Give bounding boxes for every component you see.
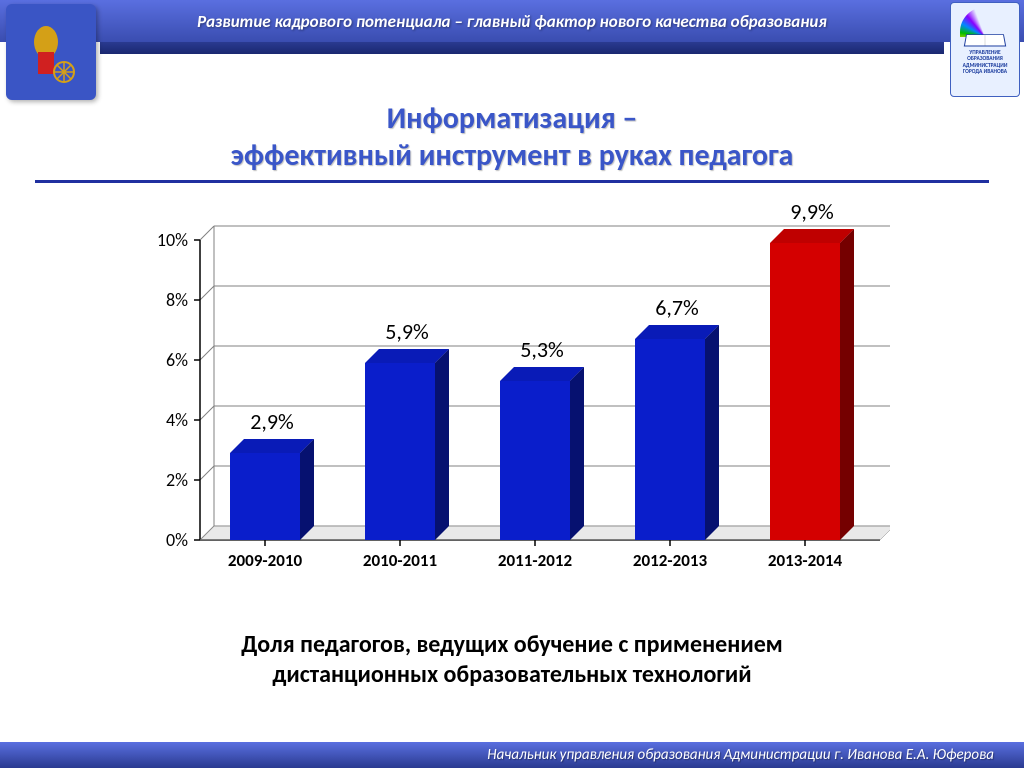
book-icon [964, 34, 1006, 46]
dept-logo-text: УПРАВЛЕНИЕ ОБРАЗОВАНИЯ АДМИНИСТРАЦИИ ГОР… [963, 50, 1008, 75]
svg-text:2,9%: 2,9% [250, 408, 294, 435]
footer-text: Начальник управления образования Админис… [487, 746, 994, 764]
svg-text:5,3%: 5,3% [520, 336, 564, 363]
svg-text:8%: 8% [166, 289, 188, 311]
svg-text:5,9%: 5,9% [385, 318, 429, 345]
svg-text:4%: 4% [166, 409, 188, 431]
subtitle-line-1: Доля педагогов, ведущих обучение с приме… [241, 630, 782, 659]
svg-text:2%: 2% [166, 469, 188, 491]
chart-area: 0% 2% 4% 6% 8% 10% 2,9% 2009-2010 5,9% 2010-2011 5… [130, 200, 890, 600]
svg-text:6,7%: 6,7% [655, 294, 699, 321]
dept-logo: УПРАВЛЕНИЕ ОБРАЗОВАНИЯ АДМИНИСТРАЦИИ ГОР… [950, 2, 1020, 97]
svg-text:2010-2011: 2010-2011 [363, 550, 437, 571]
svg-text:10%: 10% [157, 229, 188, 251]
title-underline [35, 180, 989, 183]
svg-text:6%: 6% [166, 349, 188, 371]
subtitle-line-2: дистанционных образовательных технологий [272, 660, 751, 689]
bar-chart: 0% 2% 4% 6% 8% 10% 2,9% 2009-2010 5,9% 2010-2011 5… [130, 200, 890, 600]
slide-title: Информатизация – эффективный инструмент … [0, 100, 1024, 174]
title-line-2: эффективный инструмент в руках педагога [0, 137, 1024, 174]
header-accent [100, 42, 944, 54]
rainbow-icon [960, 7, 1010, 37]
svg-text:2009-2010: 2009-2010 [228, 550, 303, 571]
chart-subtitle: Доля педагогов, ведущих обучение с приме… [70, 630, 954, 690]
footer-bar: Начальник управления образования Админис… [0, 742, 1024, 768]
title-line-1: Информатизация – [0, 100, 1024, 137]
coat-of-arms-logo [6, 4, 96, 100]
header-title: Развитие кадрового потенциала – главный … [197, 11, 827, 32]
header-bar: Развитие кадрового потенциала – главный … [0, 0, 1024, 42]
svg-text:9,9%: 9,9% [790, 200, 834, 225]
svg-text:0%: 0% [166, 529, 188, 551]
svg-text:2013-2014: 2013-2014 [768, 550, 843, 571]
svg-text:2012-2013: 2012-2013 [633, 550, 708, 571]
svg-text:2011-2012: 2011-2012 [498, 550, 573, 571]
coat-of-arms-icon [16, 12, 86, 92]
